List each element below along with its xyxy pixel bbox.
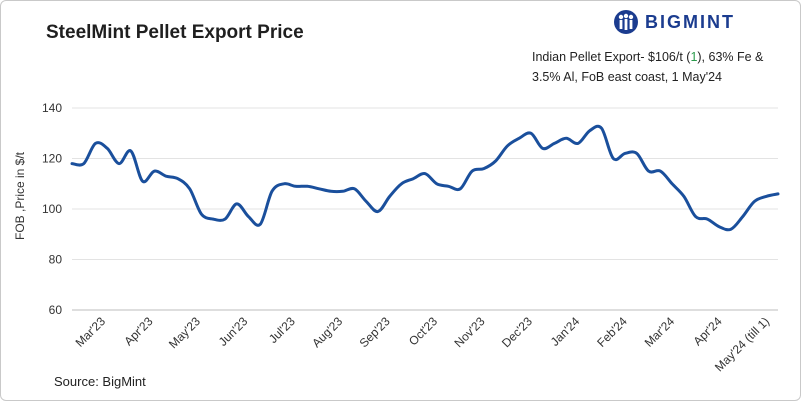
- y-tick-label: 100: [42, 202, 62, 216]
- x-tick-label: Dec'23: [499, 314, 535, 350]
- bigmint-logo-icon: [614, 10, 638, 34]
- x-tick-label: Mar'23: [73, 314, 109, 350]
- x-tick-label: Aug'23: [309, 314, 345, 350]
- brand-name: BIGMINT: [645, 11, 735, 32]
- x-tick-labels: Mar'23 Apr'23 May'23 Jun'23 Jul'23 Aug'23 Sep'…: [73, 314, 773, 374]
- y-tick-labels: 60 80 100 120 140: [42, 101, 62, 317]
- annotation-change: 1: [690, 50, 698, 64]
- x-tick-label: Oct'23: [406, 314, 440, 348]
- annotation-line2: 3.5% Al, FoB east coast, 1 May'24: [532, 70, 722, 84]
- price-annotation: Indian Pellet Export- $106/t (1), 63% Fe…: [532, 47, 782, 87]
- gridlines: [72, 107, 778, 311]
- x-tick-label: Feb'24: [594, 314, 630, 350]
- source-note: Source: BigMint: [54, 374, 146, 389]
- x-tick-label: Jan'24: [548, 314, 583, 349]
- x-tick-label: Sep'23: [357, 314, 393, 350]
- x-tick-label: Mar'24: [642, 314, 678, 350]
- series-line: [70, 124, 780, 232]
- y-tick-label: 80: [49, 253, 63, 267]
- annotation-suffix: ), 63% Fe &: [697, 50, 764, 64]
- x-tick-label: Apr'24: [691, 314, 725, 348]
- x-tick-label: Jul'23: [266, 314, 298, 346]
- x-tick-label: Jun'23: [216, 314, 251, 349]
- y-tick-label: 140: [42, 101, 62, 115]
- chart-title: SteelMint Pellet Export Price: [46, 22, 304, 43]
- y-tick-label: 60: [49, 303, 63, 317]
- x-tick-label: Apr'23: [121, 314, 155, 348]
- y-axis-label: FOB ,Price in $/t: [13, 151, 27, 240]
- x-tick-label: Nov'23: [451, 314, 487, 350]
- annotation-prefix: Indian Pellet Export- $106/t (: [532, 50, 691, 64]
- x-tick-label: May'23: [166, 314, 203, 351]
- y-tick-label: 120: [42, 152, 62, 166]
- brand-logo: BIGMINT: [613, 9, 735, 35]
